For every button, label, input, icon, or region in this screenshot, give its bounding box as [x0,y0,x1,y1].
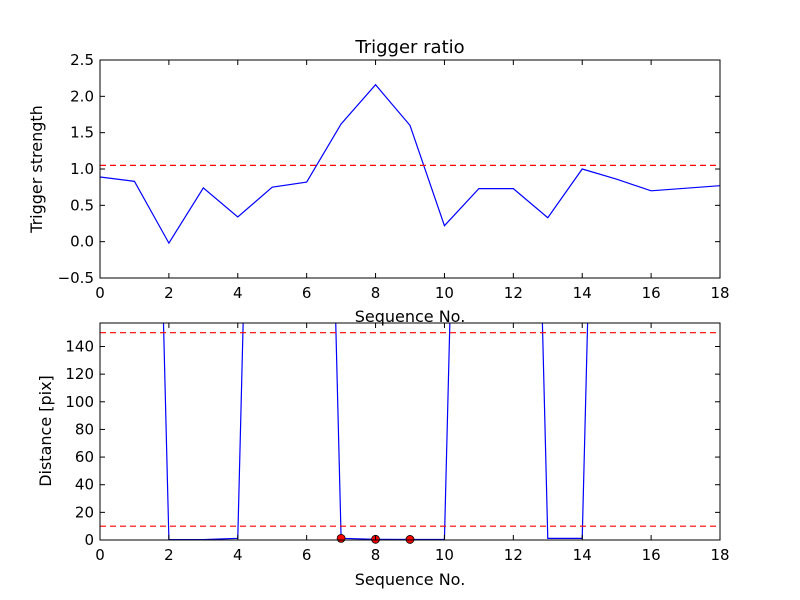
y-tick-label: 140 [65,337,94,355]
y-tick-label: 0.0 [70,233,94,251]
axes-frame [99,59,721,279]
y-tick-label: 80 [75,420,94,438]
series-line [100,83,720,245]
y-tick-label: 0.5 [70,196,94,214]
y-tick-label: 60 [75,448,94,466]
x-tick-label: 6 [302,284,312,302]
x-axis-label: Sequence No. [355,570,466,589]
x-tick-label: 12 [504,546,523,564]
x-tick-label: 8 [371,546,381,564]
x-tick-label: 14 [573,284,592,302]
trigger-ratio-panel: Trigger ratio Sequence No. Trigger stren… [27,37,730,326]
x-tick-label: 10 [435,546,454,564]
x-tick-label: 2 [164,546,174,564]
x-tick-label: 0 [95,546,105,564]
x-tick-label: 0 [95,284,105,302]
x-tick-label: 18 [710,284,729,302]
y-tick-label: 40 [75,476,94,494]
x-tick-label: 10 [435,284,454,302]
y-tick-label: 100 [65,393,94,411]
y-tick-label: 120 [65,365,94,383]
distance-panel: Sequence No. Distance [pix] 0 2 4 6 8 10 12 14 1… [36,322,730,589]
plot-area [100,323,720,540]
y-tick-label: 2.0 [70,87,94,105]
x-tick-label: 18 [710,546,729,564]
y-axis-label: Trigger strength [27,105,46,234]
y-tick-label: −0.5 [58,269,94,287]
y-tick-label: 1.5 [70,124,94,142]
data-marker [405,535,415,544]
y-tick-label: 0 [84,531,94,549]
x-tick-label: 16 [642,546,661,564]
chart-title: Trigger ratio [354,37,464,58]
x-tick-label: 12 [504,284,523,302]
x-tick-label: 2 [164,284,174,302]
plot-area [100,83,720,245]
x-axis-label: Sequence No. [355,307,466,326]
x-tick-label: 4 [233,546,243,564]
data-marker [336,533,346,543]
x-tick-label: 8 [371,284,381,302]
series-line [162,323,589,540]
axes-frame [99,322,721,541]
y-tick-label: 2.5 [70,51,94,69]
y-tick-label: 20 [75,503,94,521]
x-tick-label: 4 [233,284,243,302]
y-axis-label: Distance [pix] [36,375,55,487]
x-tick-label: 14 [573,546,592,564]
y-tick-label: 1.0 [70,160,94,178]
x-tick-label: 6 [302,546,312,564]
x-tick-label: 16 [642,284,661,302]
